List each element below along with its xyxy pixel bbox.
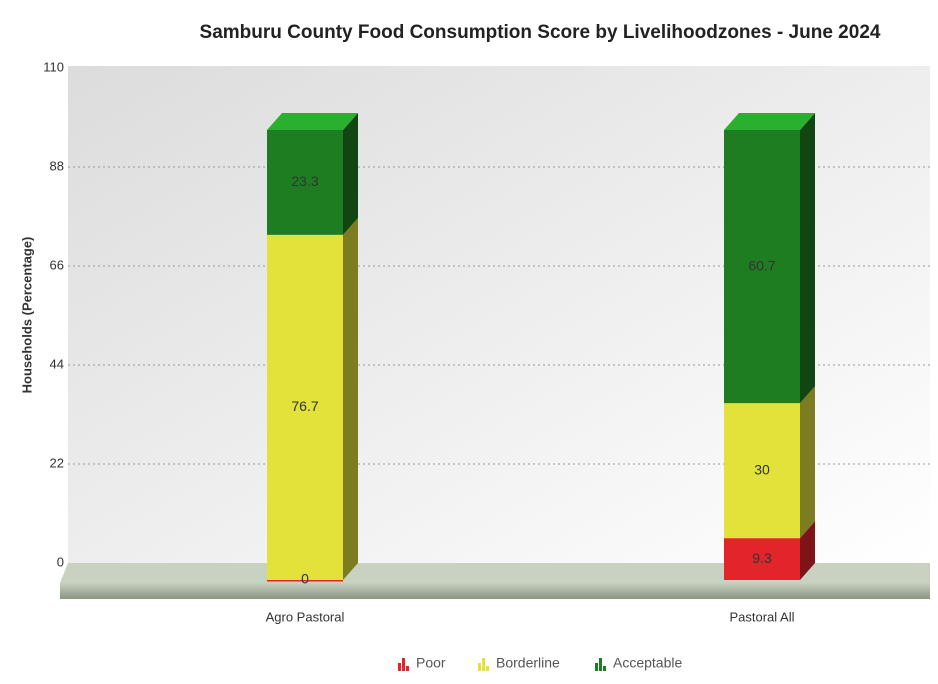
data-label: 60.7 (748, 257, 775, 273)
y-tick-label: 22 (50, 455, 64, 470)
bar-top (724, 113, 815, 130)
floor-front (60, 583, 930, 599)
bar-side (343, 217, 358, 580)
bar-segment (724, 403, 800, 539)
legend-icon (478, 663, 481, 671)
y-axis-label: Households (Percentage) (19, 237, 34, 394)
legend-icon (486, 666, 489, 671)
bar-segment (267, 580, 343, 582)
legend-label: Borderline (496, 655, 560, 671)
bar-top (267, 113, 358, 130)
legend-label: Acceptable (613, 655, 682, 671)
data-label: 0 (301, 571, 309, 587)
data-label: 76.7 (291, 398, 318, 414)
legend-icon (402, 658, 405, 671)
legend-icon (599, 658, 602, 671)
y-tick-label: 66 (50, 257, 64, 272)
bar-segment (267, 234, 343, 580)
data-label: 9.3 (752, 550, 772, 566)
data-label: 23.3 (291, 173, 318, 189)
data-label: 30 (754, 461, 770, 477)
bar-side (800, 113, 815, 404)
bar-segment (724, 538, 800, 580)
bar-side (800, 521, 815, 580)
legend-icon (406, 666, 409, 671)
legend-icon (603, 666, 606, 671)
x-tick-label: Agro Pastoral (266, 609, 345, 624)
y-tick-label: 44 (50, 356, 64, 371)
legend-icon (595, 663, 598, 671)
x-tick-label: Pastoral All (729, 609, 794, 624)
legend-label: Poor (416, 655, 446, 671)
bar-segment (724, 130, 800, 404)
y-tick-label: 88 (50, 158, 64, 173)
chart-title: Samburu County Food Consumption Score by… (200, 22, 881, 43)
bar-side (343, 113, 358, 235)
legend-icon (482, 658, 485, 671)
bar-segment (267, 130, 343, 235)
y-tick-label: 0 (57, 554, 64, 569)
legend-icon (398, 663, 401, 671)
y-tick-label: 110 (43, 59, 64, 74)
bar-side (800, 386, 815, 539)
